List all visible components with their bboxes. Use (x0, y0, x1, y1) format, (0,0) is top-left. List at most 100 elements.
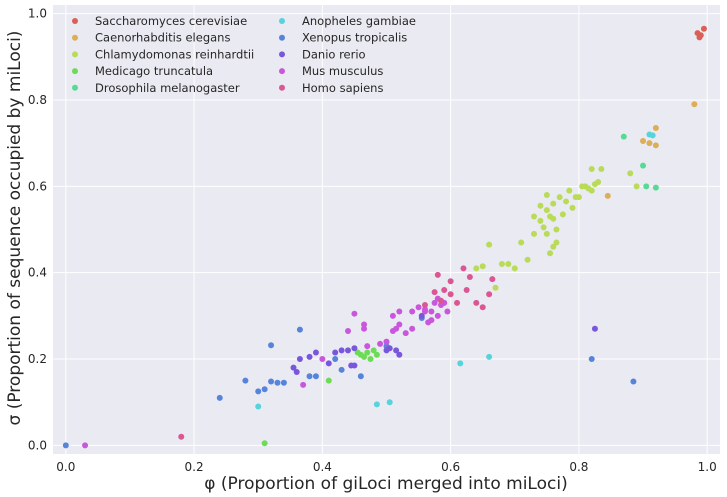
point-saccharomyces-cerevisiae (700, 25, 707, 32)
point-danio-rerio (306, 353, 313, 360)
point-chlamydomonas-reinhardtii (531, 230, 538, 237)
point-homo-sapiens (454, 299, 461, 306)
legend-item-xenopus-tropicalis: Xenopus tropicalis (279, 31, 407, 45)
data-points (62, 25, 707, 449)
legend-label: Caenorhabditis elegans (95, 31, 230, 45)
point-chlamydomonas-reinhardtii (569, 204, 576, 211)
point-medicago-truncatula (370, 347, 377, 354)
point-chlamydomonas-reinhardtii (566, 187, 573, 194)
legend-marker (72, 68, 78, 75)
point-danio-rerio (345, 347, 352, 354)
point-chlamydomonas-reinhardtii (505, 261, 512, 268)
point-homo-sapiens (421, 302, 428, 309)
x-tick-label: 0.2 (185, 460, 204, 474)
point-chlamydomonas-reinhardtii (627, 170, 634, 177)
legend-marker (72, 34, 78, 41)
point-xenopus-tropicalis (306, 373, 313, 380)
x-axis-ticks: 0.0 0.2 0.4 0.6 0.8 1.0 (56, 460, 716, 474)
point-caenorhabditis-elegans (652, 142, 659, 149)
legend-label: Homo sapiens (302, 81, 383, 95)
point-homo-sapiens (431, 289, 438, 296)
point-danio-rerio (312, 349, 319, 356)
point-homo-sapiens (479, 304, 486, 311)
point-chlamydomonas-reinhardtii (553, 239, 560, 246)
point-mus-musculus (300, 381, 307, 388)
legend-marker (72, 51, 78, 58)
point-drosophila-melanogaster (640, 162, 647, 169)
point-homo-sapiens (489, 276, 496, 283)
legend-item-drosophila-melanogaster: Drosophila melanogaster (72, 81, 240, 95)
point-mus-musculus (431, 299, 438, 306)
legend-marker (279, 51, 285, 58)
point-medicago-truncatula (364, 349, 371, 356)
legend-label: Anopheles gambiae (302, 14, 416, 28)
point-mus-musculus (383, 338, 390, 345)
point-chlamydomonas-reinhardtii (591, 181, 598, 188)
point-chlamydomonas-reinhardtii (479, 263, 486, 270)
legend-label: Xenopus tropicalis (302, 31, 407, 45)
point-caenorhabditis-elegans (640, 137, 647, 144)
y-tick-label: 0.8 (28, 93, 47, 107)
x-tick-label: 0.0 (56, 460, 75, 474)
point-chlamydomonas-reinhardtii (547, 250, 554, 257)
point-mus-musculus (434, 312, 441, 319)
point-mus-musculus (409, 308, 416, 315)
point-danio-rerio (396, 351, 403, 358)
legend-label: Chlamydomonas reinhardtii (95, 47, 254, 61)
point-mus-musculus (377, 340, 384, 347)
y-axis-ticks: 0.0 0.2 0.4 0.6 0.8 1.0 (28, 7, 47, 453)
legend-label: Saccharomyces cerevisiae (95, 14, 247, 28)
point-drosophila-melanogaster (643, 183, 650, 190)
point-medicago-truncatula (354, 349, 361, 356)
point-xenopus-tropicalis (268, 342, 275, 349)
point-mus-musculus (319, 356, 326, 363)
point-chlamydomonas-reinhardtii (540, 224, 547, 231)
y-tick-label: 1.0 (28, 7, 47, 21)
point-chlamydomonas-reinhardtii (543, 207, 550, 214)
point-chlamydomonas-reinhardtii (553, 226, 560, 233)
point-chlamydomonas-reinhardtii (498, 261, 505, 268)
point-saccharomyces-cerevisiae (696, 34, 703, 41)
point-mus-musculus (428, 317, 435, 324)
point-xenopus-tropicalis (242, 377, 249, 384)
point-danio-rerio (393, 347, 400, 354)
point-mus-musculus (389, 312, 396, 319)
point-xenopus-tropicalis (630, 378, 637, 385)
point-mus-musculus (351, 310, 358, 317)
point-chlamydomonas-reinhardtii (559, 211, 566, 218)
legend-label: Mus musculus (302, 64, 383, 78)
point-chlamydomonas-reinhardtii (511, 265, 518, 272)
point-mus-musculus (364, 343, 371, 350)
point-chlamydomonas-reinhardtii (473, 265, 480, 272)
point-anopheles-gambiae (649, 132, 656, 139)
point-xenopus-tropicalis (255, 388, 262, 395)
point-mus-musculus (444, 308, 451, 315)
point-xenopus-tropicalis (296, 326, 303, 333)
legend-label: Drosophila melanogaster (95, 81, 240, 95)
point-homo-sapiens (463, 286, 470, 293)
point-mus-musculus (396, 321, 403, 328)
point-xenopus-tropicalis (312, 373, 319, 380)
point-homo-sapiens (447, 278, 454, 285)
point-mus-musculus (396, 308, 403, 315)
point-caenorhabditis-elegans (691, 101, 698, 108)
point-chlamydomonas-reinhardtii (550, 215, 557, 222)
legend-marker (72, 18, 78, 24)
legend-marker (72, 84, 78, 91)
x-tick-label: 0.8 (569, 460, 588, 474)
point-mus-musculus (428, 308, 435, 315)
point-anopheles-gambiae (373, 401, 380, 408)
legend: Saccharomyces cerevisiae Caenorhabditis e… (72, 14, 416, 95)
point-mus-musculus (393, 325, 400, 332)
point-homo-sapiens (438, 297, 445, 304)
legend-label: Danio rerio (302, 47, 366, 61)
point-medicago-truncatula (261, 440, 268, 447)
point-chlamydomonas-reinhardtii (537, 217, 544, 224)
point-mus-musculus (402, 330, 409, 337)
point-chlamydomonas-reinhardtii (537, 202, 544, 209)
point-danio-rerio (293, 368, 300, 375)
point-homo-sapiens (460, 265, 467, 272)
point-xenopus-tropicalis (216, 394, 223, 401)
point-chlamydomonas-reinhardtii (531, 213, 538, 220)
